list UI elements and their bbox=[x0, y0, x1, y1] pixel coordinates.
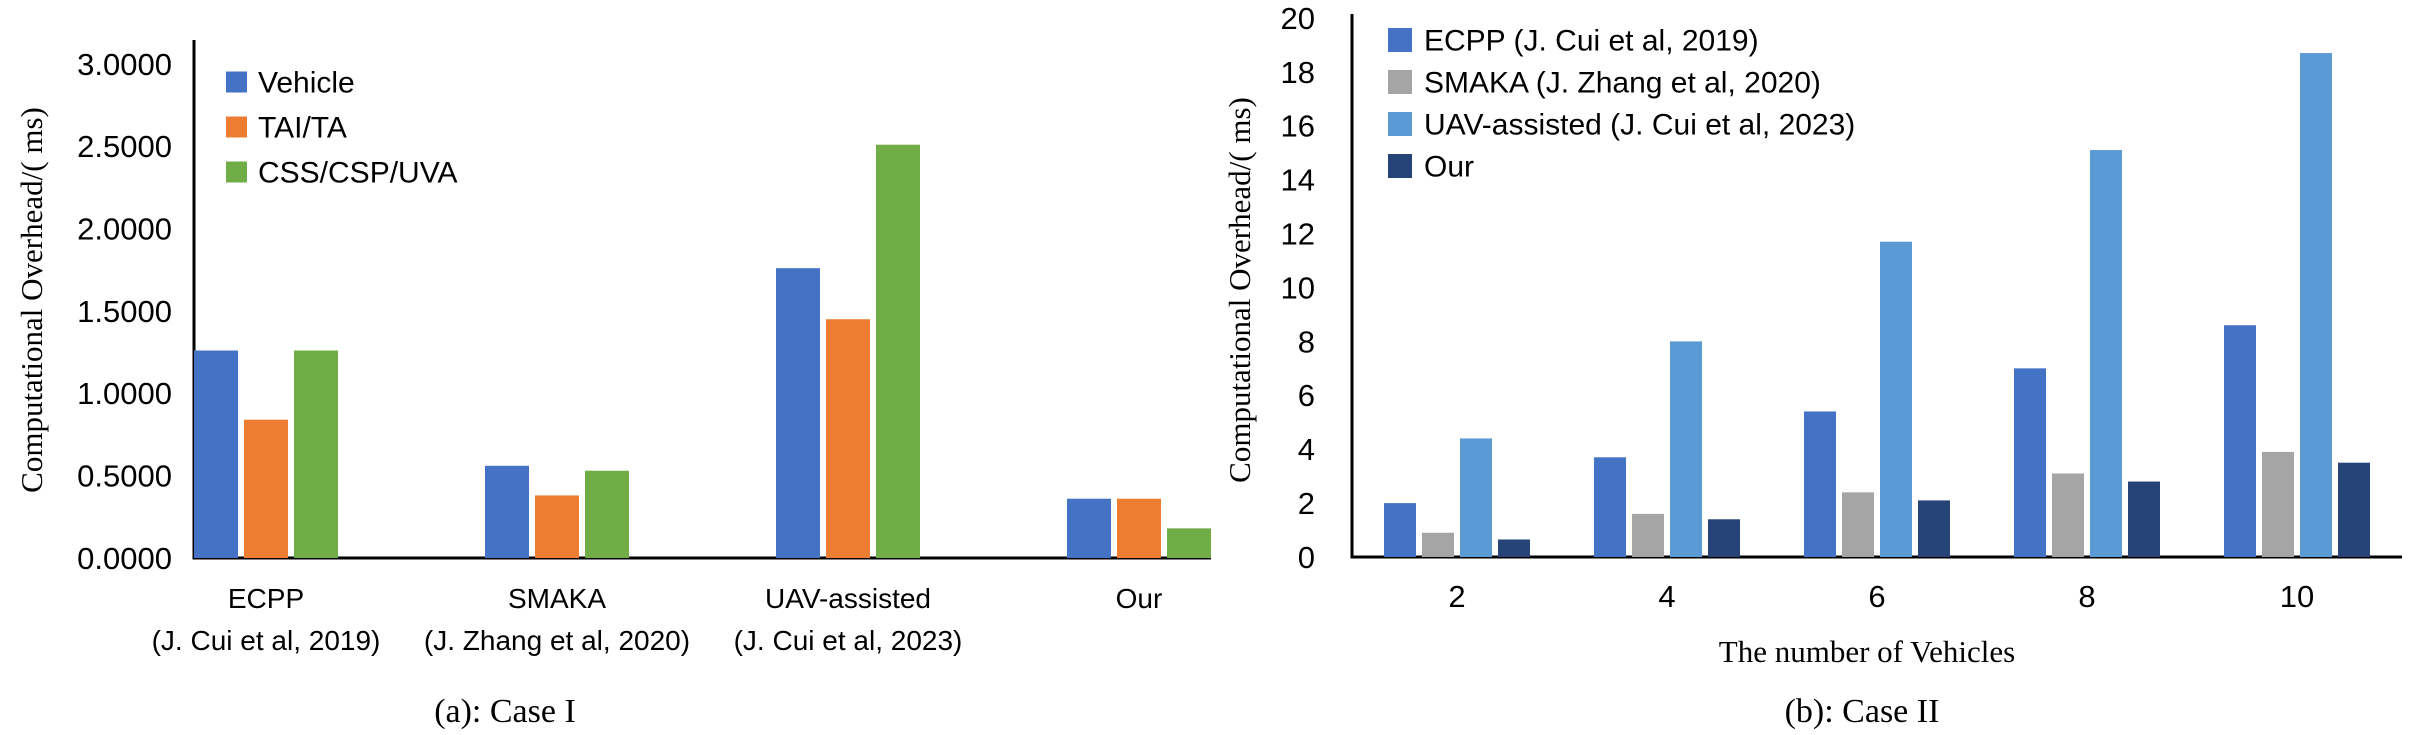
caption-case1: (a): Case I bbox=[434, 693, 576, 730]
legend-swatch bbox=[1388, 70, 1412, 94]
x-category-label: (J. Cui et al, 2019) bbox=[152, 625, 381, 656]
y-tick-label: 8 bbox=[1298, 324, 1315, 359]
bar bbox=[2014, 368, 2046, 557]
x-category-label: (J. Zhang et al, 2020) bbox=[424, 625, 690, 656]
legend-label: Our bbox=[1424, 151, 1474, 184]
legend-label: SMAKA (J. Zhang et al, 2020) bbox=[1424, 67, 1821, 100]
y-tick-label: 14 bbox=[1281, 163, 1315, 198]
legend-label: Vehicle bbox=[258, 67, 355, 100]
legend-swatch bbox=[226, 71, 247, 93]
x-category-label: Our bbox=[1116, 583, 1163, 614]
bar bbox=[1167, 528, 1211, 558]
y-tick-label: 2 bbox=[1298, 486, 1315, 521]
bar bbox=[2224, 325, 2256, 557]
x-category-label: 8 bbox=[2078, 579, 2095, 614]
bar bbox=[1422, 532, 1454, 557]
bar bbox=[485, 465, 529, 558]
x-category-label: SMAKA bbox=[508, 583, 606, 614]
legend-swatch bbox=[1388, 154, 1412, 178]
x-category-label: UAV-assisted bbox=[765, 583, 931, 614]
bar bbox=[1117, 498, 1161, 558]
y-tick-label: 12 bbox=[1281, 216, 1315, 251]
y-tick-label: 0 bbox=[1298, 540, 1315, 575]
y-axis-title-case1: Computational Overhead/( ms) bbox=[14, 107, 49, 493]
caption-case2: (b): Case II bbox=[1784, 693, 1940, 730]
y-tick-label: 2.0000 bbox=[77, 212, 172, 247]
bar bbox=[1880, 241, 1912, 557]
x-category-label: (J. Cui et al, 2023) bbox=[734, 625, 963, 656]
bar bbox=[244, 419, 288, 558]
legend-label: UAV-assisted (J. Cui et al, 2023) bbox=[1424, 109, 1855, 142]
y-tick-label: 18 bbox=[1281, 55, 1315, 90]
bar bbox=[2128, 481, 2160, 557]
y-tick-label: 1.0000 bbox=[77, 376, 172, 411]
bar bbox=[1670, 341, 1702, 557]
bar bbox=[2052, 473, 2084, 557]
x-axis-title-case2: The number of Vehicles bbox=[1718, 634, 2016, 669]
bar bbox=[776, 268, 820, 558]
legend-swatch bbox=[226, 116, 247, 138]
bar bbox=[585, 470, 629, 558]
y-tick-label: 1.5000 bbox=[77, 294, 172, 329]
legend-swatch bbox=[1388, 28, 1412, 52]
bar bbox=[2090, 150, 2122, 557]
bar bbox=[1632, 513, 1664, 557]
bar bbox=[535, 495, 579, 558]
bar bbox=[1067, 498, 1111, 558]
y-axis-title-case2: Computational Overhead/( ms) bbox=[1222, 97, 1257, 483]
y-tick-label: 0.0000 bbox=[77, 541, 172, 576]
bar bbox=[2338, 462, 2370, 557]
bar bbox=[2300, 53, 2332, 557]
bar bbox=[294, 350, 338, 558]
y-tick-label: 16 bbox=[1281, 109, 1315, 144]
bar bbox=[1708, 519, 1740, 557]
bar bbox=[1804, 411, 1836, 557]
bar bbox=[1842, 492, 1874, 557]
legend-label: ECPP (J. Cui et al, 2019) bbox=[1424, 25, 1759, 58]
y-tick-label: 0.5000 bbox=[77, 459, 172, 494]
bar bbox=[876, 144, 920, 559]
y-tick-label: 2.5000 bbox=[77, 129, 172, 164]
bar bbox=[1384, 503, 1416, 557]
x-category-label: 4 bbox=[1658, 579, 1675, 614]
legend-label: CSS/CSP/UVA bbox=[258, 157, 458, 190]
bar bbox=[1594, 457, 1626, 557]
legend-swatch bbox=[1388, 112, 1412, 136]
y-tick-label: 4 bbox=[1298, 432, 1315, 467]
x-category-label: 10 bbox=[2280, 579, 2314, 614]
bar bbox=[1918, 500, 1950, 557]
y-tick-label: 6 bbox=[1298, 378, 1315, 413]
bar bbox=[1498, 539, 1530, 557]
y-tick-label: 3.0000 bbox=[77, 47, 172, 82]
y-tick-label: 10 bbox=[1281, 270, 1315, 305]
bar bbox=[1460, 438, 1492, 557]
bar bbox=[2262, 451, 2294, 557]
legend-swatch bbox=[226, 161, 247, 183]
bar bbox=[826, 319, 870, 558]
x-category-label: 2 bbox=[1448, 579, 1465, 614]
x-category-label: 6 bbox=[1868, 579, 1885, 614]
bar bbox=[194, 350, 238, 558]
y-tick-label: 20 bbox=[1281, 1, 1315, 36]
legend-label: TAI/TA bbox=[258, 112, 347, 145]
x-category-label: ECPP bbox=[228, 583, 304, 614]
